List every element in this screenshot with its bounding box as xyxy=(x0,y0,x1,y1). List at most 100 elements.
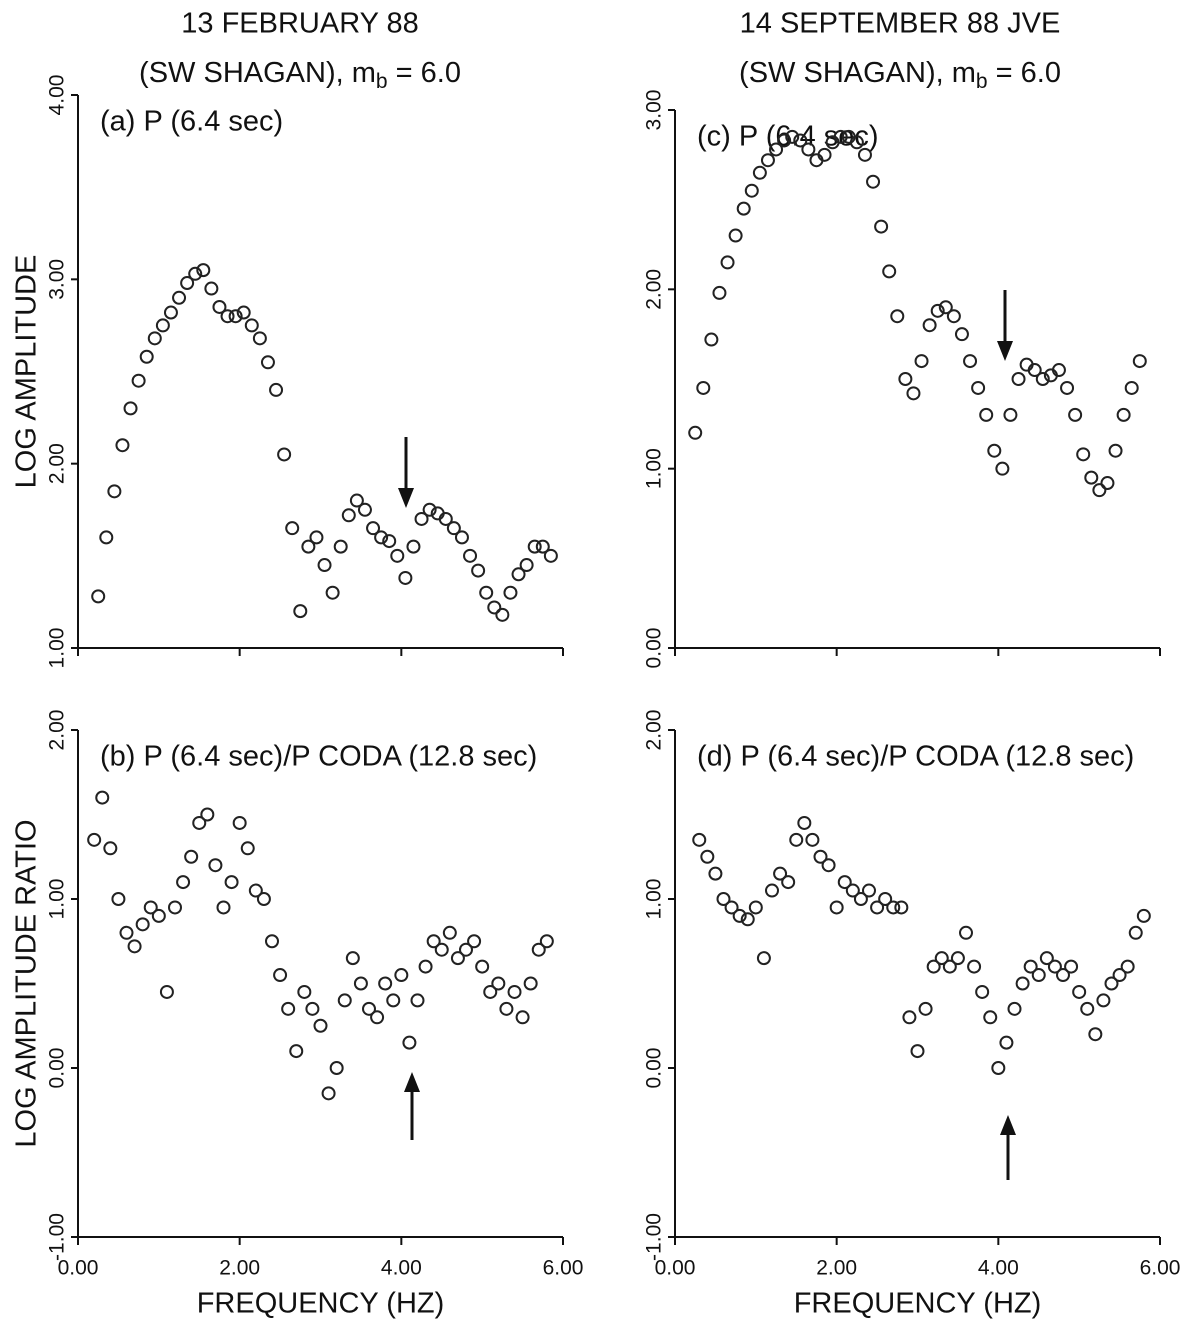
point xyxy=(402,1035,417,1050)
point xyxy=(752,165,767,180)
point xyxy=(459,942,473,957)
point xyxy=(740,912,755,927)
point xyxy=(418,959,433,974)
point xyxy=(103,841,118,856)
point xyxy=(894,900,909,915)
column-title: 14 SEPTEMBER 88 JVE xyxy=(740,8,1061,40)
point xyxy=(1084,470,1099,485)
point xyxy=(111,892,126,906)
point xyxy=(220,309,235,324)
point xyxy=(507,984,522,999)
point xyxy=(168,900,182,915)
y-tick-label: 0.00 xyxy=(46,1048,69,1089)
point xyxy=(954,327,969,342)
point xyxy=(99,530,114,545)
point xyxy=(135,917,150,932)
point xyxy=(159,984,174,999)
point xyxy=(736,201,751,216)
point xyxy=(321,1086,336,1101)
point xyxy=(349,493,364,508)
point xyxy=(119,925,134,940)
point xyxy=(1092,483,1107,498)
point xyxy=(438,511,453,526)
point xyxy=(131,373,146,388)
x-axis-label: FREQUENCY (HZ) xyxy=(197,1288,445,1320)
point xyxy=(918,1001,933,1016)
point xyxy=(87,832,102,847)
point xyxy=(204,281,219,296)
point xyxy=(1104,976,1119,991)
x-tick-label: 6.00 xyxy=(1140,1257,1181,1280)
point xyxy=(817,147,832,162)
point xyxy=(934,951,949,966)
panel-label: (d) P (6.4 sec)/P CODA (12.8 sec) xyxy=(697,741,1134,773)
point xyxy=(410,993,425,1008)
point xyxy=(1112,968,1127,983)
point xyxy=(926,959,941,974)
point xyxy=(236,305,251,320)
point xyxy=(805,832,820,847)
point xyxy=(975,984,990,999)
point xyxy=(285,521,300,536)
arrow-head xyxy=(1000,1115,1016,1135)
point xyxy=(1031,968,1046,983)
point xyxy=(535,539,550,554)
y-axis-label: LOG AMPLITUDE xyxy=(11,255,43,489)
point xyxy=(123,401,138,416)
point xyxy=(720,255,735,270)
point xyxy=(265,934,279,949)
point xyxy=(1096,993,1111,1008)
point xyxy=(1011,372,1026,386)
point xyxy=(1120,959,1135,974)
y-tick-label: 2.00 xyxy=(46,710,69,751)
point xyxy=(325,585,340,600)
point xyxy=(176,875,191,890)
point xyxy=(1047,959,1062,974)
point xyxy=(107,484,122,499)
point xyxy=(386,993,401,1008)
subtitle-sub: b xyxy=(376,70,388,93)
point xyxy=(374,530,389,545)
y-tick-label: 1.00 xyxy=(46,628,69,669)
point xyxy=(845,883,860,898)
point xyxy=(950,951,965,966)
point xyxy=(301,539,316,554)
point xyxy=(539,934,554,949)
point xyxy=(1080,1001,1095,1016)
point xyxy=(902,1010,917,1025)
point xyxy=(463,548,478,563)
point xyxy=(1132,354,1147,369)
point xyxy=(874,219,889,234)
point xyxy=(216,900,231,915)
point xyxy=(329,1061,344,1075)
y-tick-label: 3.00 xyxy=(46,259,69,300)
subtitle-text: = 6.0 xyxy=(988,57,1061,89)
point xyxy=(987,443,1002,458)
subtitle-text: (SW SHAGAN), m xyxy=(139,57,376,89)
point xyxy=(252,331,267,346)
point xyxy=(341,508,356,523)
point xyxy=(273,968,288,983)
point xyxy=(797,815,812,830)
point xyxy=(240,841,255,856)
point xyxy=(857,147,872,162)
point xyxy=(91,589,106,604)
x-tick-label: 4.00 xyxy=(381,1257,422,1280)
point xyxy=(232,815,247,830)
point xyxy=(801,142,816,157)
point xyxy=(890,309,905,324)
point xyxy=(833,129,848,144)
y-tick-label: 2.00 xyxy=(643,710,666,751)
point xyxy=(1007,1001,1022,1016)
point xyxy=(143,900,158,915)
point xyxy=(491,976,506,991)
point xyxy=(345,951,360,966)
point xyxy=(208,858,223,873)
point xyxy=(821,858,836,873)
y-tick-label: 1.00 xyxy=(643,448,666,489)
x-tick-label: 6.00 xyxy=(543,1257,584,1280)
point xyxy=(991,1061,1006,1075)
point xyxy=(744,183,759,198)
point xyxy=(450,951,465,966)
point xyxy=(184,849,199,864)
